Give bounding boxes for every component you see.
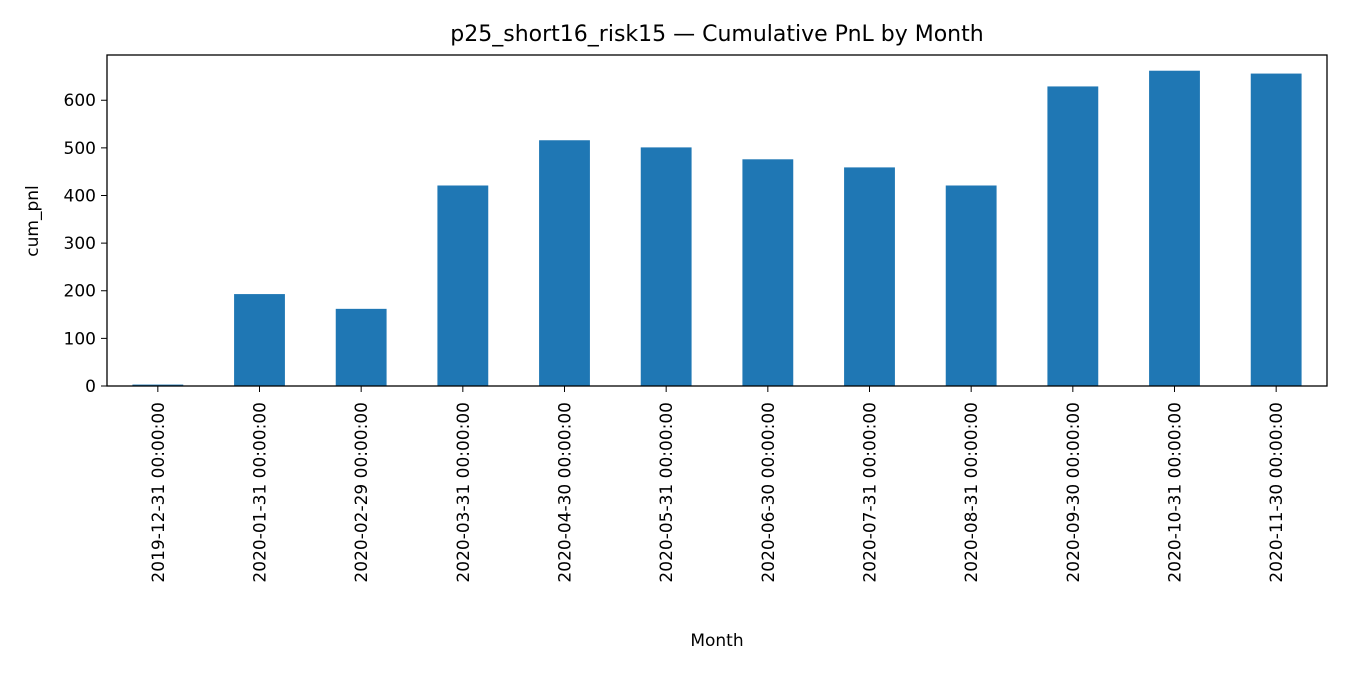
- bar-2020-03-31 00:00:00: [437, 185, 489, 386]
- bar-2020-02-29 00:00:00: [335, 308, 387, 386]
- x-tick-label: 2020-10-31 00:00:00: [1166, 402, 1186, 583]
- x-axis: 2019-12-31 00:00:00 2020-01-31 00:00:00 20…: [149, 386, 1287, 583]
- x-tick-label: 2020-04-30 00:00:00: [556, 402, 576, 583]
- x-tick-label: 2020-05-31 00:00:00: [657, 402, 677, 583]
- y-tick-label: 200: [64, 282, 96, 302]
- x-tick-label: 2020-01-31 00:00:00: [251, 402, 271, 583]
- x-tick-label: 2020-03-31 00:00:00: [454, 402, 474, 583]
- y-tick-label: 0: [85, 377, 96, 397]
- x-tick-label: 2019-12-31 00:00:00: [149, 402, 169, 583]
- y-tick-label: 300: [64, 234, 96, 254]
- y-tick-label: 600: [64, 91, 96, 111]
- plot-frame: [106, 54, 1328, 387]
- x-tick-label: 2020-07-31 00:00:00: [861, 402, 881, 583]
- bar-2020-10-31 00:00:00: [1149, 70, 1200, 386]
- x-tick-label: 2020-09-30 00:00:00: [1064, 402, 1084, 583]
- bar-2020-04-30 00:00:00: [539, 140, 590, 386]
- y-tick-label: 400: [64, 186, 96, 206]
- bar-2020-09-30 00:00:00: [1047, 86, 1099, 386]
- bars-group: [132, 70, 1302, 387]
- y-tick-label: 100: [64, 329, 96, 349]
- bar-2019-12-31 00:00:00: [132, 384, 184, 386]
- y-axis: 0 100 200 300 400 500 600: [64, 91, 107, 397]
- bar-2020-01-31 00:00:00: [234, 294, 285, 386]
- x-tick-label: 2020-02-29 00:00:00: [352, 402, 372, 583]
- y-tick-label: 500: [64, 139, 96, 159]
- bar-2020-06-30 00:00:00: [742, 159, 794, 386]
- bar-2020-07-31 00:00:00: [844, 167, 895, 386]
- bar-2020-08-31 00:00:00: [945, 185, 997, 386]
- chart-title: p25_short16_risk15 — Cumulative PnL by M…: [450, 22, 983, 47]
- x-tick-label: 2020-08-31 00:00:00: [962, 402, 982, 583]
- y-axis-label: cum_pnl: [23, 185, 43, 256]
- bar-2020-05-31 00:00:00: [640, 147, 692, 386]
- x-axis-label: Month: [690, 631, 743, 651]
- bar-2020-11-30 00:00:00: [1250, 73, 1302, 387]
- x-tick-label: 2020-06-30 00:00:00: [759, 402, 779, 583]
- x-tick-label: 2020-11-30 00:00:00: [1267, 402, 1287, 583]
